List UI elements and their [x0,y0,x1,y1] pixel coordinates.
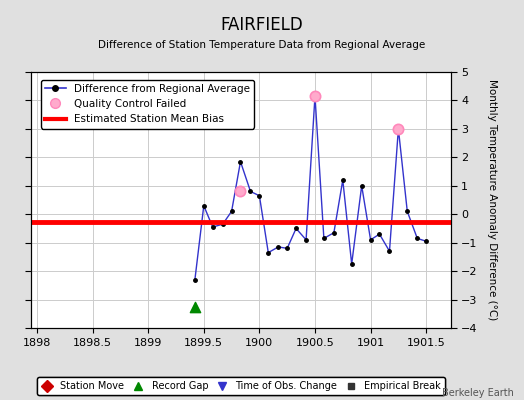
Text: FAIRFIELD: FAIRFIELD [221,16,303,34]
Text: Difference of Station Temperature Data from Regional Average: Difference of Station Temperature Data f… [99,40,425,50]
Point [394,126,402,132]
Text: Berkeley Earth: Berkeley Earth [442,388,514,398]
Legend: Station Move, Record Gap, Time of Obs. Change, Empirical Break: Station Move, Record Gap, Time of Obs. C… [37,377,445,395]
Point [191,304,199,310]
Y-axis label: Monthly Temperature Anomaly Difference (°C): Monthly Temperature Anomaly Difference (… [487,79,497,321]
Point [311,93,319,99]
Point [236,188,245,195]
